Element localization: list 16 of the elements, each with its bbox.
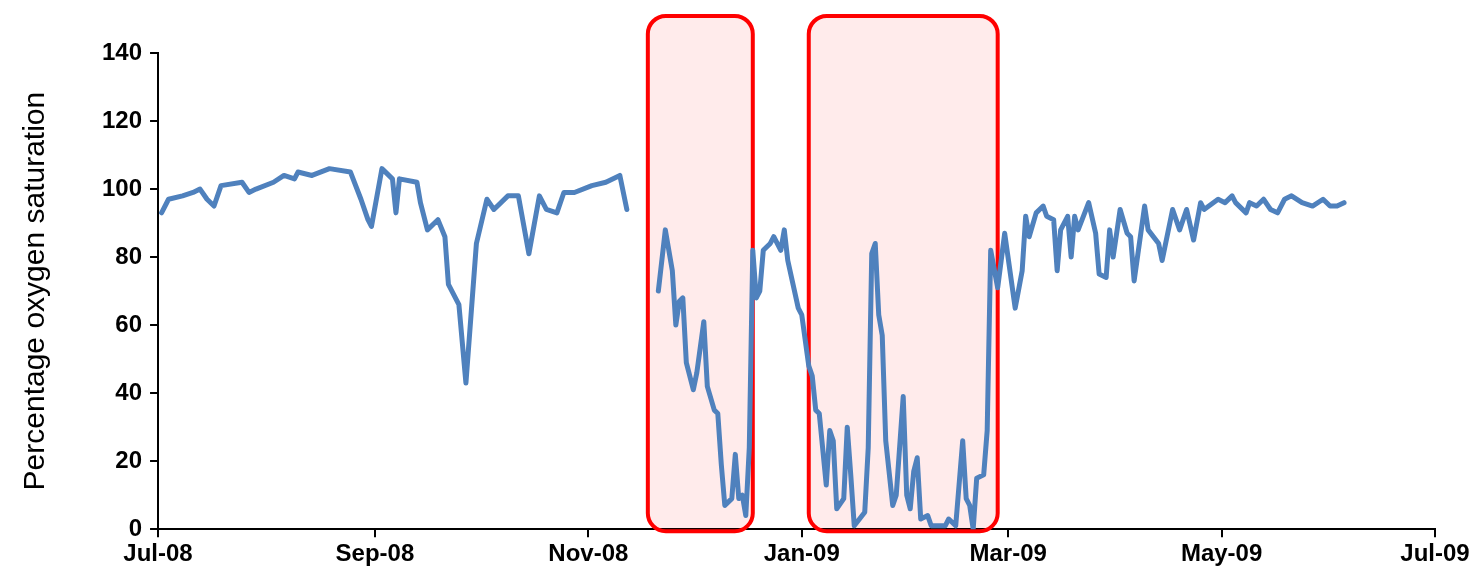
x-tick-label: Jan-09 [763, 539, 840, 567]
x-tick-label: Mar-09 [969, 539, 1047, 567]
x-tick-label: Jul-08 [123, 539, 193, 567]
y-tick-label: 60 [115, 309, 143, 337]
y-tick-label: 80 [115, 241, 143, 269]
x-tick-label: Sep-08 [335, 539, 415, 567]
y-tick-label: 20 [115, 445, 143, 473]
x-tick-label: Nov-08 [548, 539, 629, 567]
y-tick-label: 40 [115, 377, 143, 405]
y-tick-label: 0 [128, 513, 143, 541]
y-axis-title: Percentage oxygen saturation [17, 91, 51, 491]
x-tick-label: Jul-09 [1400, 539, 1470, 567]
x-tick-label: May-09 [1180, 539, 1263, 567]
y-tick-label: 120 [102, 105, 143, 133]
y-tick-label: 100 [102, 173, 143, 201]
y-tick-label: 140 [102, 37, 143, 65]
